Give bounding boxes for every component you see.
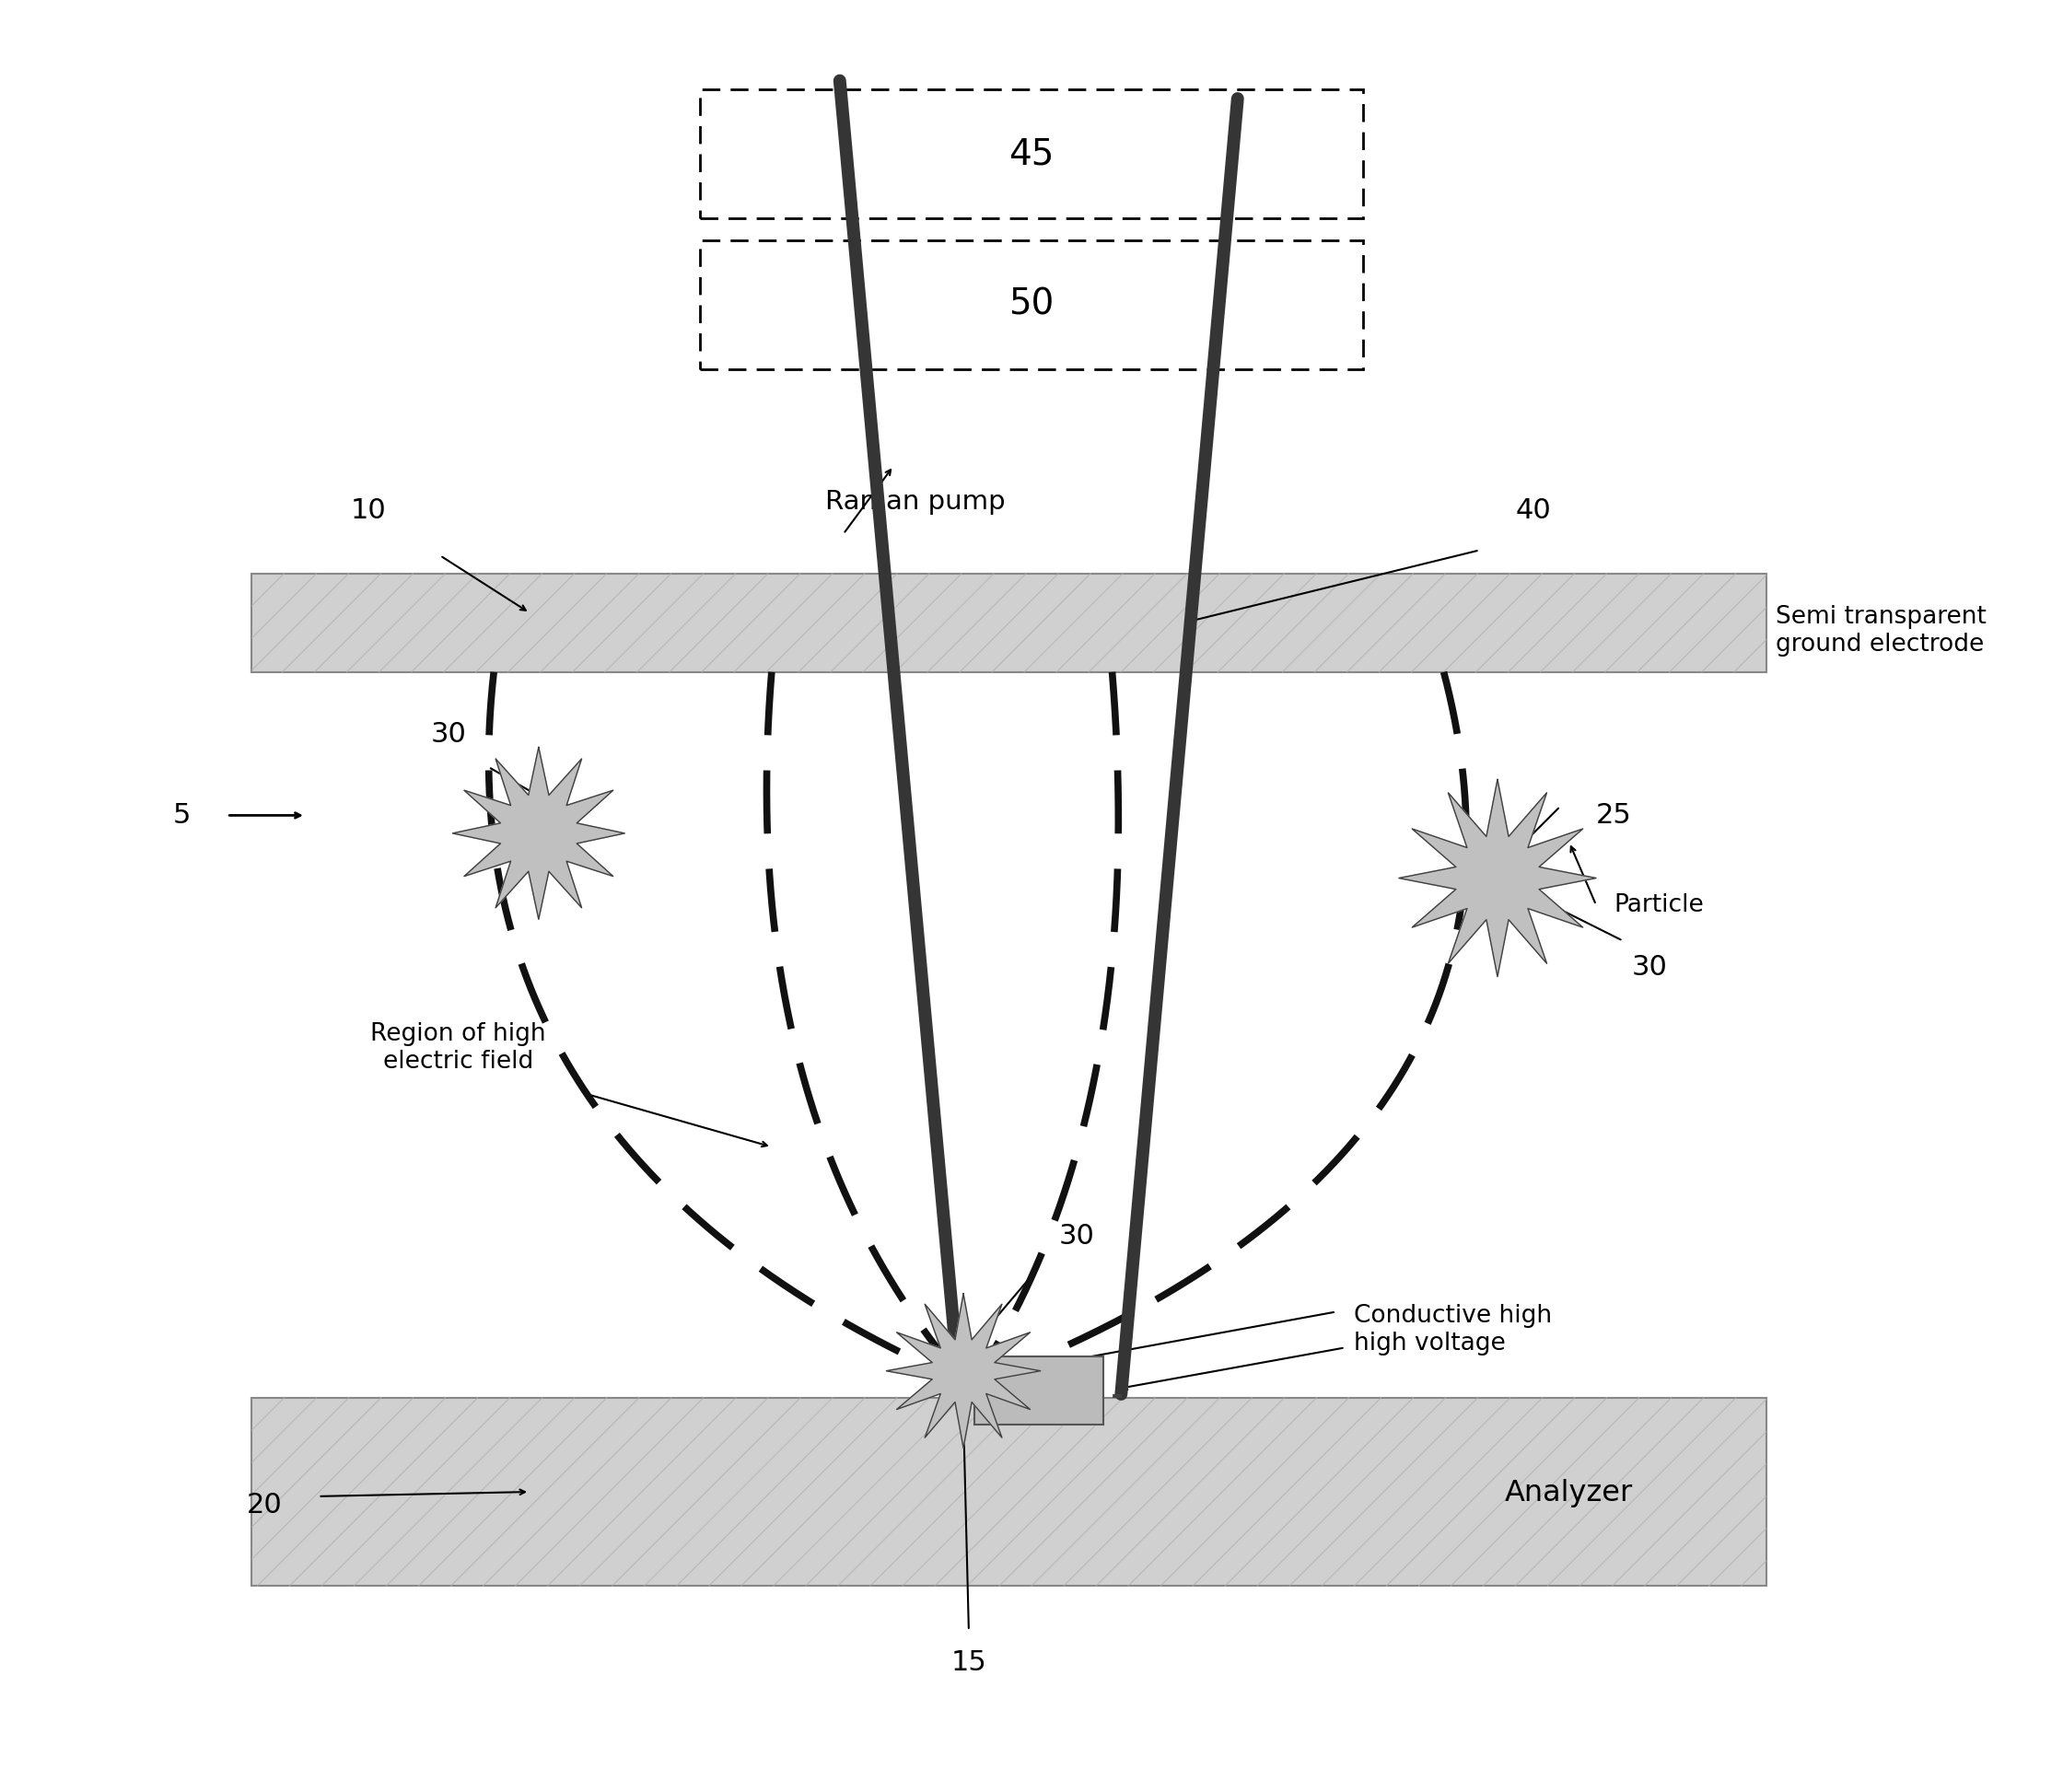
Text: 10: 10: [351, 498, 386, 523]
Text: Semi transparent
ground electrode: Semi transparent ground electrode: [1776, 606, 1987, 656]
Polygon shape: [887, 1294, 1040, 1448]
Polygon shape: [452, 747, 625, 919]
Polygon shape: [1399, 780, 1597, 977]
Text: 40: 40: [1516, 498, 1551, 523]
Text: Analyzer: Analyzer: [1506, 1478, 1634, 1507]
Bar: [252, 573, 1766, 672]
Text: Raman pump: Raman pump: [825, 489, 1005, 514]
Text: 45: 45: [1009, 136, 1054, 172]
Bar: [699, 240, 1364, 369]
Text: 15: 15: [951, 1650, 986, 1676]
Text: Conductive high
high voltage: Conductive high high voltage: [1353, 1305, 1551, 1355]
Bar: [974, 1357, 1104, 1425]
Text: 50: 50: [1009, 287, 1054, 323]
Bar: [699, 90, 1364, 219]
Text: 5: 5: [173, 803, 192, 828]
Text: 30: 30: [1058, 1224, 1093, 1249]
Text: 30: 30: [431, 722, 466, 747]
Text: 25: 25: [1597, 803, 1632, 828]
Text: Region of high
electric field: Region of high electric field: [369, 1023, 547, 1073]
Bar: [252, 1398, 1766, 1586]
Text: Particle: Particle: [1613, 892, 1704, 918]
Text: 30: 30: [1632, 955, 1667, 980]
Text: 20: 20: [248, 1493, 283, 1518]
